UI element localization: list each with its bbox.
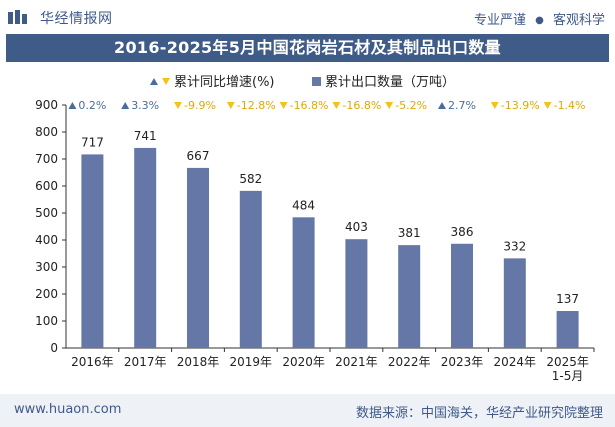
x-tick-label: 2025年 xyxy=(546,355,589,369)
legend-yoy-label: 累计同比增速(%) xyxy=(174,75,275,90)
x-tick-label: 2018年 xyxy=(177,355,220,369)
value-label: 403 xyxy=(345,220,368,234)
bar xyxy=(81,154,104,348)
y-tick-label: 700 xyxy=(35,152,58,166)
legend-up-triangle-icon xyxy=(150,78,158,85)
up-triangle-icon xyxy=(438,102,446,109)
bar xyxy=(134,147,157,348)
legend-down-triangle-icon xyxy=(162,78,170,85)
down-triangle-icon xyxy=(490,102,499,109)
x-tick-label: 2017年 xyxy=(124,355,167,369)
y-tick-label: 300 xyxy=(35,260,58,274)
value-label: 381 xyxy=(398,226,421,240)
bar xyxy=(503,258,526,348)
up-triangle-icon xyxy=(121,102,130,109)
bullet-dot-icon: ● xyxy=(535,15,544,26)
top-bar: 华经情报网 专业严谨 ● 客观科学 xyxy=(0,0,615,34)
yoy-label: -1.4% xyxy=(554,99,586,112)
x-tick-label: 2019年 xyxy=(230,355,273,369)
yoy-label: -12.8% xyxy=(237,99,276,112)
yoy-label: -16.8% xyxy=(342,99,381,112)
bar xyxy=(292,217,315,348)
huajing-logo-icon xyxy=(8,10,27,24)
value-label: 386 xyxy=(451,225,474,239)
brand-name: 华经情报网 xyxy=(40,11,113,27)
value-label: 667 xyxy=(187,149,210,163)
yoy-label: -9.9% xyxy=(184,99,216,112)
slogan: 专业严谨 ● 客观科学 xyxy=(474,9,605,28)
value-label: 717 xyxy=(81,135,104,149)
bar xyxy=(556,311,579,348)
value-label: 484 xyxy=(292,198,315,212)
down-triangle-icon xyxy=(174,102,182,109)
up-triangle-icon xyxy=(68,102,77,109)
value-label: 582 xyxy=(239,172,262,186)
yoy-label: -5.2% xyxy=(395,99,427,112)
y-tick-label: 600 xyxy=(35,179,58,193)
value-label: 741 xyxy=(134,129,157,143)
bar xyxy=(239,190,262,348)
x-tick-label: 2020年 xyxy=(282,355,325,369)
down-triangle-icon xyxy=(332,102,341,109)
bar xyxy=(187,167,209,348)
bar xyxy=(398,245,421,348)
y-tick-label: 200 xyxy=(35,287,58,301)
x-tick-label: 1-5月 xyxy=(552,369,584,383)
bar xyxy=(345,239,368,348)
footer-source: 数据来源：中国海关，华经产业研究院整理 xyxy=(355,406,603,421)
footer-url[interactable]: www.huaon.com xyxy=(14,402,122,417)
down-triangle-icon xyxy=(279,102,288,109)
slogan-left: 专业严谨 xyxy=(473,13,526,28)
value-label: 332 xyxy=(503,239,526,253)
x-tick-label: 2021年 xyxy=(335,355,378,369)
y-tick-label: 500 xyxy=(35,206,58,220)
x-tick-label: 2023年 xyxy=(441,355,484,369)
footer: www.huaon.com 数据来源：中国海关，华经产业研究院整理 xyxy=(0,394,615,427)
down-triangle-icon xyxy=(385,102,394,109)
yoy-label: -16.8% xyxy=(290,99,329,112)
yoy-label: -13.9% xyxy=(501,99,540,112)
down-triangle-icon xyxy=(226,102,235,109)
y-tick-label: 900 xyxy=(35,98,58,112)
slogan-right: 客观科学 xyxy=(552,13,605,28)
y-tick-label: 0 xyxy=(50,341,58,355)
yoy-label: 2.7% xyxy=(448,99,476,112)
down-triangle-icon xyxy=(543,102,552,109)
x-tick-label: 2024年 xyxy=(494,355,537,369)
bar xyxy=(451,243,473,348)
x-tick-label: 2016年 xyxy=(71,355,114,369)
y-tick-label: 400 xyxy=(35,233,58,247)
value-label: 137 xyxy=(556,292,579,306)
x-tick-label: 2022年 xyxy=(388,355,431,369)
yoy-label: 3.3% xyxy=(131,99,159,112)
y-tick-label: 100 xyxy=(35,314,58,328)
legend-volume-label: 累计出口数量（万吨） xyxy=(325,75,455,90)
bar-chart: 0 100 200 300 400 500 600 700 800 900 717 2016年 0.2%… xyxy=(35,75,595,383)
y-tick-label: 800 xyxy=(35,125,58,139)
legend-bar-swatch xyxy=(312,77,321,86)
chart-title: 2016-2025年5月中国花岗岩石材及其制品出口数量 xyxy=(6,34,609,62)
yoy-label: 0.2% xyxy=(78,99,106,112)
